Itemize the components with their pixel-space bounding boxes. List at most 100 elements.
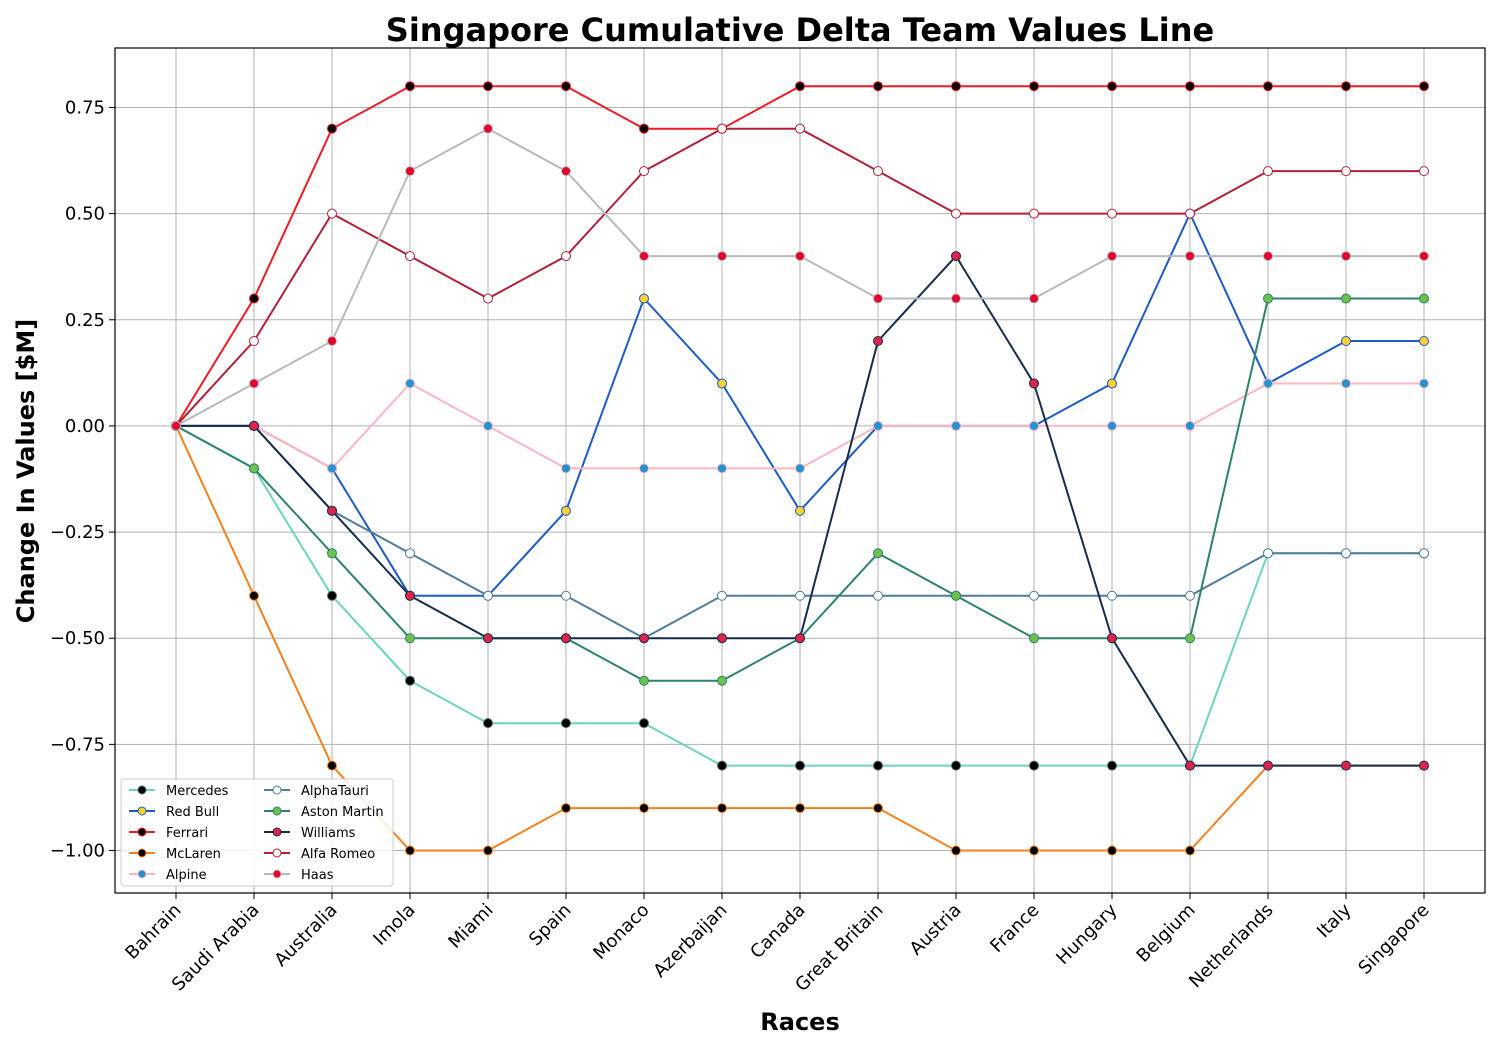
legend-swatch-marker (272, 869, 282, 879)
data-point (1341, 293, 1351, 304)
data-point (1107, 251, 1117, 262)
data-point (639, 718, 649, 729)
data-point (483, 123, 493, 134)
data-point (405, 845, 415, 856)
data-point (1029, 760, 1039, 771)
data-point (795, 81, 805, 92)
legend-swatch-marker (137, 785, 147, 795)
x-tick-label: Netherlands (1185, 900, 1277, 992)
data-point (873, 548, 883, 559)
data-point (951, 251, 961, 262)
data-point (639, 166, 649, 177)
data-point (561, 81, 571, 92)
data-point (639, 251, 649, 262)
data-point (483, 590, 493, 601)
data-point (1029, 81, 1039, 92)
data-point (483, 845, 493, 856)
data-point (1419, 760, 1429, 771)
data-point (249, 335, 259, 346)
x-tick-label: Australia (270, 900, 341, 971)
x-tick-label: Azerbaijan (649, 900, 731, 982)
data-point (951, 760, 961, 771)
data-point (1107, 378, 1117, 389)
data-point (561, 505, 571, 516)
legend-label: Ferrari (166, 826, 208, 841)
data-point (795, 760, 805, 771)
data-point (951, 590, 961, 601)
data-point (717, 123, 727, 134)
data-point (561, 590, 571, 601)
data-point (717, 378, 727, 389)
data-point (561, 803, 571, 814)
data-point (327, 590, 337, 601)
legend-label: AlphaTauri (301, 784, 369, 799)
data-point (1341, 548, 1351, 559)
data-point (717, 251, 727, 262)
legend-swatch-marker (272, 806, 282, 816)
data-point (327, 548, 337, 559)
y-tick-label: 0.50 (65, 204, 105, 225)
data-point (639, 675, 649, 686)
legend-label: Haas (301, 868, 334, 883)
data-point (249, 420, 259, 431)
x-tick-label: Spain (525, 900, 575, 950)
data-point (249, 293, 259, 304)
x-tick-label: Imola (369, 900, 419, 950)
data-point (717, 760, 727, 771)
x-tick-label: Belgium (1133, 900, 1200, 967)
data-point (1029, 845, 1039, 856)
data-point (1263, 548, 1273, 559)
data-point (1341, 166, 1351, 177)
data-point (873, 760, 883, 771)
legend-label: Aston Martin (301, 805, 384, 820)
data-point (1185, 208, 1195, 219)
y-tick-label: 0.00 (65, 416, 105, 437)
legend-entry: Alpine (129, 868, 207, 883)
data-point (327, 505, 337, 516)
data-point (717, 463, 727, 474)
data-point (405, 166, 415, 177)
data-point (1263, 166, 1273, 177)
data-point (1107, 845, 1117, 856)
legend-box (120, 778, 394, 887)
data-point (795, 505, 805, 516)
data-point (1107, 760, 1117, 771)
legend-entry: Aston Martin (264, 805, 384, 820)
data-point (1029, 208, 1039, 219)
data-point (873, 335, 883, 346)
data-point (1263, 81, 1273, 92)
data-point (1263, 293, 1273, 304)
data-point (873, 803, 883, 814)
data-point (1341, 760, 1351, 771)
data-point (1107, 81, 1117, 92)
data-point (1185, 633, 1195, 644)
y-tick-label: −0.50 (50, 628, 105, 649)
x-tick-label: Monaco (589, 900, 653, 964)
data-point (795, 123, 805, 134)
data-point (1341, 378, 1351, 389)
data-point (873, 81, 883, 92)
x-tick-label: Hungary (1052, 899, 1121, 968)
data-point (327, 463, 337, 474)
data-point (1029, 633, 1039, 644)
data-point (249, 463, 259, 474)
data-point (1419, 378, 1429, 389)
y-tick-label: 0.75 (65, 97, 105, 118)
data-point (483, 718, 493, 729)
x-tick-label: Canada (746, 900, 809, 963)
data-point (717, 633, 727, 644)
data-point (1107, 420, 1117, 431)
data-point (1185, 420, 1195, 431)
x-tick-label: France (986, 900, 1043, 957)
data-point (483, 420, 493, 431)
data-point (639, 633, 649, 644)
data-point (327, 335, 337, 346)
y-axis-label: Change In Values [$M] (12, 319, 40, 623)
legend-swatch-marker (137, 848, 147, 858)
y-tick-label: 0.25 (65, 310, 105, 331)
data-point (327, 123, 337, 134)
data-point (561, 633, 571, 644)
data-point (717, 590, 727, 601)
